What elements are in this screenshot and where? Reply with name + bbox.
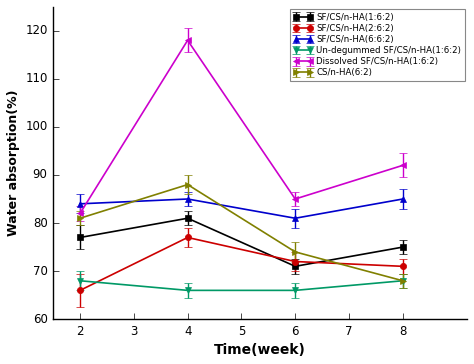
Legend: SF/CS/n-HA(1:6:2), SF/CS/n-HA(2:6:2), SF/CS/n-HA(6:6:2), Un-degummed SF/CS/n-HA(: SF/CS/n-HA(1:6:2), SF/CS/n-HA(2:6:2), SF…	[290, 9, 465, 81]
X-axis label: Time(week): Time(week)	[214, 343, 306, 357]
Y-axis label: Water absorption(%): Water absorption(%)	[7, 90, 19, 236]
